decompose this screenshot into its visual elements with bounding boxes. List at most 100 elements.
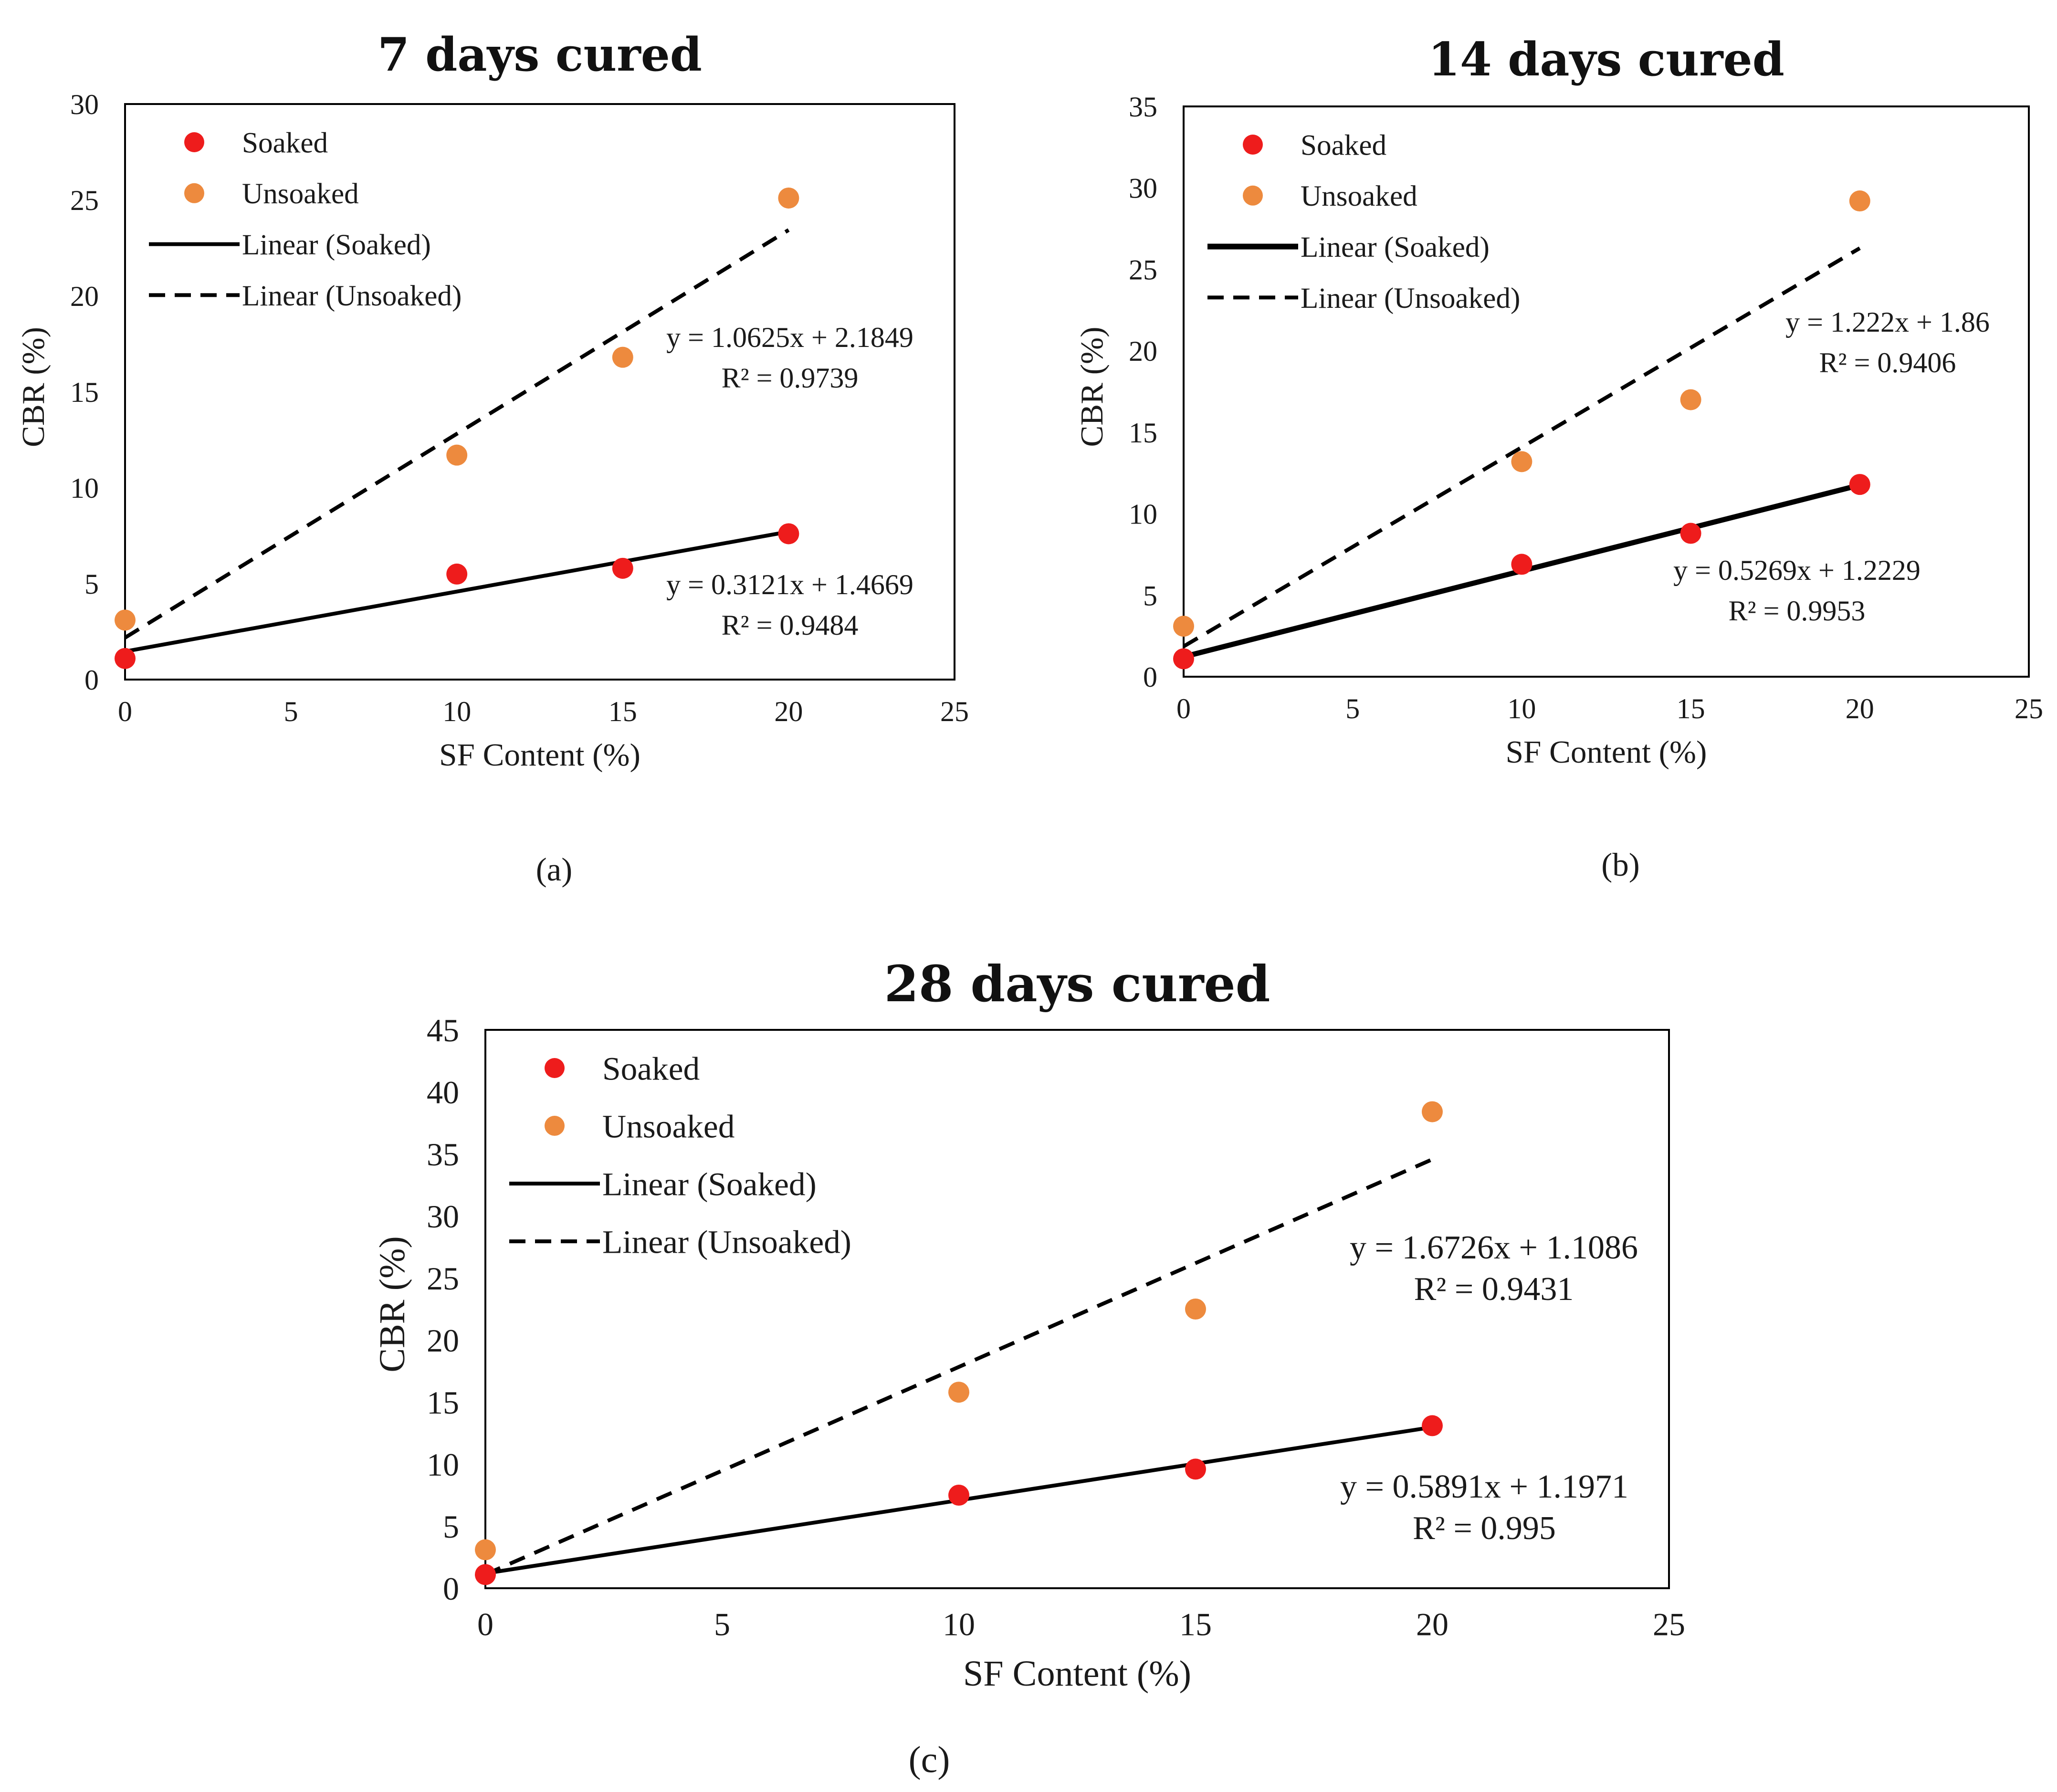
chart-b-y-tick-label: 25: [1129, 254, 1157, 285]
chart-b-legend-label: Linear (Soaked): [1301, 231, 1490, 263]
chart-b-y-tick-label: 0: [1143, 661, 1157, 693]
chart-c-point-unsoaked: [1422, 1101, 1443, 1122]
chart-a-caption: (a): [536, 851, 573, 888]
chart-b-legend-label: Linear (Unsoaked): [1301, 282, 1520, 314]
chart-a-title: 7 days cured: [378, 28, 702, 82]
chart-a-y-tick-label: 30: [70, 89, 99, 120]
chart-a-x-tick-label: 15: [609, 696, 637, 727]
chart-c-y-tick-label: 25: [427, 1260, 459, 1297]
chart-a-x-axis-label: SF Content (%): [439, 737, 640, 773]
chart-c-legend-marker-soaked: [545, 1058, 565, 1078]
chart-c-point-soaked: [1422, 1415, 1443, 1436]
chart-b-legend-marker-unsoaked: [1243, 185, 1263, 206]
chart-a-point-soaked: [778, 523, 799, 545]
chart-c-r2-unsoaked: R² = 0.9431: [1414, 1271, 1574, 1308]
chart-c-point-soaked: [475, 1564, 496, 1585]
chart-c-x-tick-label: 25: [1653, 1606, 1685, 1643]
chart-b-point-soaked: [1173, 648, 1194, 670]
chart-c-equation-soaked: y = 0.5891x + 1.1971: [1340, 1468, 1628, 1505]
chart-b-r2-unsoaked: R² = 0.9406: [1819, 347, 1956, 378]
chart-c-point-unsoaked: [1185, 1299, 1206, 1320]
chart-a-x-tick-label: 5: [284, 696, 298, 727]
chart-c-y-tick-label: 45: [427, 1012, 459, 1048]
chart-b-title: 14 days cured: [1428, 32, 1784, 86]
chart-c-y-tick-label: 30: [427, 1198, 459, 1235]
chart-a-point-unsoaked: [115, 609, 136, 631]
chart-c-x-tick-label: 5: [714, 1606, 730, 1643]
chart-c-legend-label: Linear (Soaked): [602, 1166, 817, 1203]
chart-b-x-tick-label: 5: [1345, 693, 1360, 724]
chart-c-r2-soaked: R² = 0.995: [1413, 1510, 1556, 1547]
chart-b-x-tick-label: 10: [1507, 693, 1536, 724]
chart-c-legend-label: Soaked: [602, 1050, 700, 1087]
chart-c-point-unsoaked: [475, 1539, 496, 1561]
chart-a-legend-marker-unsoaked: [184, 183, 204, 203]
chart-c-x-tick-label: 10: [943, 1606, 975, 1643]
chart-a-point-soaked: [446, 563, 468, 585]
chart-a-point-soaked: [612, 557, 633, 579]
chart-b-plot-frame: [1183, 105, 2030, 678]
chart-a-y-tick-label: 0: [84, 664, 99, 696]
chart-b-y-tick-label: 10: [1129, 499, 1157, 530]
chart-b-legend-label: Soaked: [1301, 129, 1386, 161]
chart-c-caption: (c): [909, 1739, 950, 1780]
chart-a-legend-label: Soaked: [242, 126, 328, 159]
chart-b-x-tick-label: 20: [1846, 693, 1874, 724]
chart-a-y-tick-label: 5: [84, 568, 99, 600]
chart-b-point-soaked: [1849, 474, 1870, 495]
chart-b-y-tick-label: 15: [1129, 417, 1157, 449]
chart-a-x-tick-label: 20: [774, 696, 803, 727]
chart-a-x-tick-label: 10: [442, 696, 471, 727]
chart-c-y-tick-label: 20: [427, 1322, 459, 1359]
chart-c-x-tick-label: 20: [1416, 1606, 1448, 1643]
chart-c-y-tick-label: 35: [427, 1136, 459, 1173]
chart-c-y-tick-label: 40: [427, 1074, 459, 1111]
chart-c-x-tick-label: 15: [1179, 1606, 1212, 1643]
chart-b-legend-marker-soaked: [1243, 135, 1263, 155]
chart-a-plot-frame: [124, 103, 955, 681]
chart-c-legend-label: Unsoaked: [602, 1108, 735, 1145]
chart-a-point-unsoaked: [778, 187, 799, 209]
chart-a-point-unsoaked: [612, 346, 633, 368]
chart-a-legend-label: Linear (Unsoaked): [242, 280, 462, 312]
chart-c-equation-unsoaked: y = 1.6726x + 1.1086: [1350, 1229, 1638, 1266]
chart-c-point-soaked: [948, 1485, 969, 1506]
chart-b-y-axis-label: CBR (%): [1074, 327, 1110, 447]
chart-b-y-tick-label: 5: [1143, 580, 1157, 611]
chart-b-y-tick-label: 30: [1129, 173, 1157, 204]
chart-b-point-unsoaked: [1849, 190, 1870, 212]
chart-a-legend-label: Unsoaked: [242, 178, 359, 210]
chart-b-r2-soaked: R² = 0.9953: [1729, 595, 1866, 627]
chart-b-point-unsoaked: [1173, 616, 1194, 637]
chart-a-legend-label: Linear (Soaked): [242, 229, 431, 261]
chart-b-legend-label: Unsoaked: [1301, 180, 1417, 212]
chart-a-y-tick-label: 20: [70, 281, 99, 312]
chart-a-y-tick-label: 10: [70, 472, 99, 504]
chart-a-y-tick-label: 15: [70, 377, 99, 408]
chart-c-y-axis-label: CBR (%): [372, 1236, 412, 1373]
chart-b-point-unsoaked: [1511, 451, 1532, 472]
chart-b-point-soaked: [1511, 554, 1532, 575]
chart-c-point-soaked: [1185, 1458, 1206, 1480]
chart-c-y-tick-label: 10: [427, 1446, 459, 1483]
chart-b-y-tick-label: 20: [1129, 335, 1157, 367]
chart-a-point-soaked: [115, 648, 136, 669]
chart-c-plot-frame: [484, 1029, 1670, 1589]
chart-a-legend-marker-soaked: [184, 132, 204, 152]
chart-a-x-tick-label: 0: [118, 696, 132, 727]
chart-c-legend-label: Linear (Unsoaked): [602, 1224, 851, 1260]
chart-c-y-tick-label: 15: [427, 1384, 459, 1421]
chart-a-x-tick-label: 25: [940, 696, 969, 727]
chart-c-y-tick-label: 5: [443, 1509, 459, 1545]
chart-c-point-unsoaked: [948, 1382, 969, 1403]
chart-c-title: 28 days cured: [884, 954, 1270, 1013]
chart-b-equation-soaked: y = 0.5269x + 1.2229: [1673, 555, 1921, 586]
chart-b-x-tick-label: 15: [1677, 693, 1705, 724]
chart-a-equation-soaked: y = 0.3121x + 1.4669: [666, 569, 913, 600]
chart-c-x-axis-label: SF Content (%): [963, 1654, 1191, 1694]
chart-b-y-tick-label: 35: [1129, 91, 1157, 123]
chart-a-trendline-unsoaked: [124, 228, 790, 639]
chart-a-equation-unsoaked: y = 1.0625x + 2.1849: [666, 322, 913, 353]
chart-a-trendline-soaked: [125, 530, 789, 653]
